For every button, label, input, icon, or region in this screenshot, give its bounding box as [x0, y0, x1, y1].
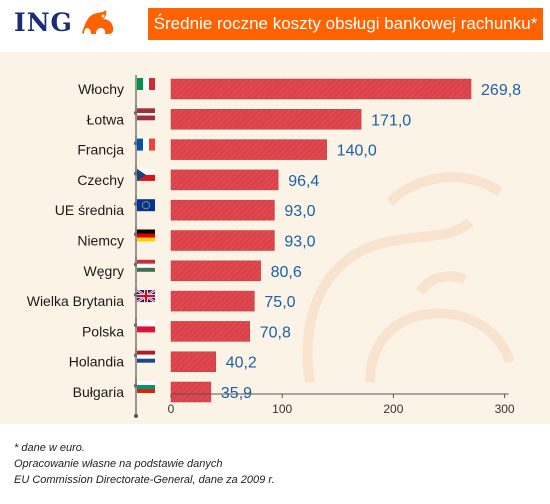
- bar: [170, 290, 255, 312]
- x-tick-label: 300: [495, 402, 515, 416]
- bar: [170, 139, 327, 160]
- header: ING Średnie roczne koszty obsługi bankow…: [0, 0, 550, 46]
- france-flag-icon: [137, 138, 155, 151]
- lion-watermark: [302, 172, 515, 383]
- lion-icon: [81, 10, 114, 34]
- value-label: 75,0: [264, 294, 295, 311]
- category-label: Czechy: [77, 172, 124, 188]
- category-label: Polska: [82, 323, 124, 339]
- bar-chart: Włochy 269,8 Łotwa 171,0 Francja 140,0 Czechy 9…: [27, 75, 521, 418]
- bar: [170, 260, 261, 282]
- x-tick-label: 100: [272, 402, 292, 416]
- czech-flag-icon: [137, 168, 155, 181]
- value-label: 171,0: [371, 112, 411, 129]
- x-tick-label: 0: [168, 402, 175, 416]
- logo-text: ING: [14, 7, 73, 37]
- flagpole-base: [134, 414, 138, 418]
- eu-flag-icon: [137, 199, 155, 212]
- value-label: 93,0: [284, 234, 315, 251]
- bar: [170, 78, 472, 100]
- category-label: UE średnia: [55, 202, 124, 218]
- footnote-source-1: Opracowanie własne na podstawie danych: [14, 458, 223, 470]
- value-label: 40,2: [226, 355, 257, 372]
- bar: [170, 199, 275, 221]
- category-label: Bułgaria: [73, 384, 125, 400]
- category-label: Niemcy: [77, 233, 124, 249]
- value-label: 96,4: [288, 173, 319, 190]
- bar: [170, 109, 362, 130]
- value-label: 93,0: [284, 203, 315, 220]
- value-label: 269,8: [481, 82, 521, 99]
- category-label: Łotwa: [87, 111, 125, 127]
- value-label: 70,8: [260, 324, 291, 341]
- bar: [170, 321, 250, 342]
- uk-flag-icon: [136, 289, 156, 304]
- title-banner: Średnie roczne koszty obsługi bankowej r…: [148, 8, 543, 40]
- footnote: * dane w euro. Opracowanie własne na pod…: [14, 440, 275, 488]
- category-label: Włochy: [78, 81, 124, 97]
- chart-panel: Włochy 269,8 Łotwa 171,0 Francja 140,0 Czechy 9…: [0, 52, 550, 424]
- poland-flag-icon: [137, 320, 155, 333]
- latvia-flag-icon: [137, 108, 155, 121]
- value-label: 80,6: [271, 264, 302, 281]
- germany-flag-icon: [137, 229, 155, 242]
- footnote-source-2: EU Commission Directorate-General, dane …: [14, 474, 275, 486]
- chart-title: Średnie roczne koszty obsługi bankowej r…: [153, 14, 538, 33]
- bulgaria-flag-icon: [137, 381, 155, 393]
- x-tick-label: 200: [383, 402, 403, 416]
- bar: [170, 169, 279, 191]
- footnote-currency: * dane w euro.: [14, 442, 85, 454]
- bar: [170, 381, 212, 403]
- value-label: 140,0: [337, 143, 377, 160]
- category-label: Węgry: [84, 263, 124, 279]
- ing-logo: ING: [14, 7, 119, 37]
- category-label: Wielka Brytania: [27, 293, 124, 309]
- bar: [170, 230, 275, 251]
- category-label: Holandia: [69, 354, 124, 370]
- hungary-flag-icon: [137, 259, 155, 272]
- italy-flag-icon: [137, 78, 155, 90]
- bar: [170, 351, 216, 372]
- category-label: Francja: [77, 142, 124, 158]
- netherlands-flag-icon: [137, 350, 155, 363]
